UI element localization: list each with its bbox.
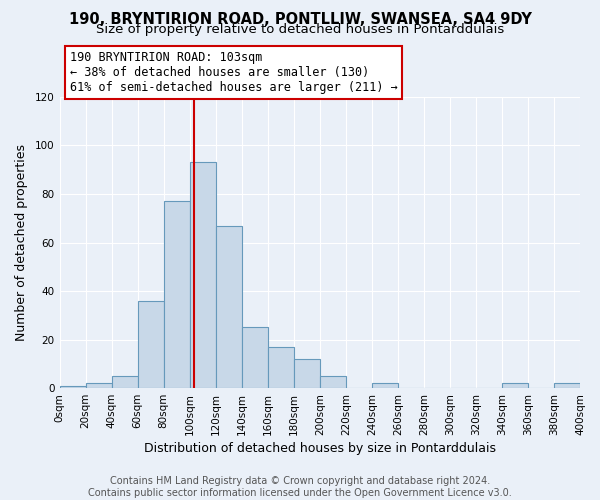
Bar [294,359,320,388]
Text: 190, BRYNTIRION ROAD, PONTLLIW, SWANSEA, SA4 9DY: 190, BRYNTIRION ROAD, PONTLLIW, SWANSEA,… [68,12,532,28]
Bar [554,384,580,388]
Bar [190,162,215,388]
Bar [59,386,86,388]
Bar [215,226,242,388]
Bar [164,201,190,388]
Bar [268,347,294,388]
Bar [372,384,398,388]
Text: Contains HM Land Registry data © Crown copyright and database right 2024.
Contai: Contains HM Land Registry data © Crown c… [88,476,512,498]
Y-axis label: Number of detached properties: Number of detached properties [15,144,28,341]
Bar [502,384,528,388]
X-axis label: Distribution of detached houses by size in Pontarddulais: Distribution of detached houses by size … [144,442,496,455]
Bar [86,384,112,388]
Text: 190 BRYNTIRION ROAD: 103sqm
← 38% of detached houses are smaller (130)
61% of se: 190 BRYNTIRION ROAD: 103sqm ← 38% of det… [70,51,398,94]
Bar [137,301,164,388]
Bar [112,376,137,388]
Text: Size of property relative to detached houses in Pontarddulais: Size of property relative to detached ho… [96,22,504,36]
Bar [242,328,268,388]
Bar [320,376,346,388]
